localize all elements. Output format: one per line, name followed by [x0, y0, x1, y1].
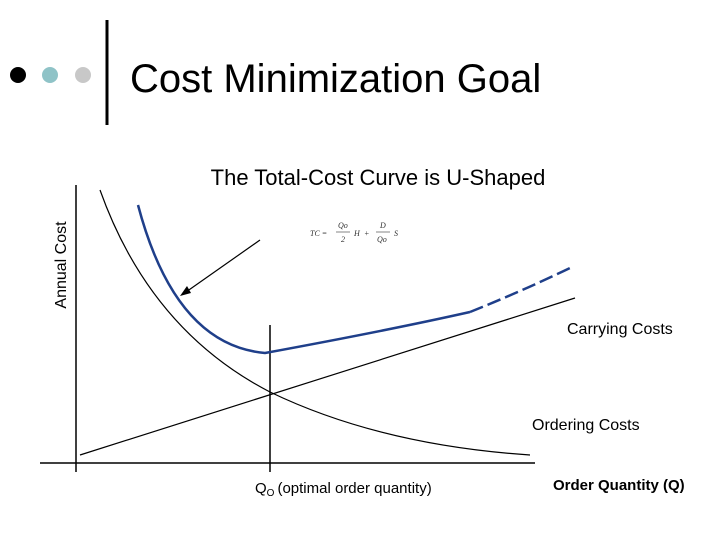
formula-text: Qo	[338, 221, 348, 230]
ordering-curve	[99, 189, 531, 456]
arrow-head	[180, 286, 191, 296]
x-axis-label: Order Quantity (Q)	[553, 477, 685, 494]
subtitle: The Total-Cost Curve is U-Shaped	[211, 165, 546, 190]
formula-text: 2	[341, 235, 345, 244]
total-cost-extension	[469, 266, 571, 314]
formula-text: D	[379, 221, 386, 230]
carrying-label: Carrying Costs	[567, 321, 673, 338]
optimal-label: QO (optimal order quantity)	[255, 480, 432, 499]
formula-text: S	[394, 229, 398, 238]
carrying-line	[79, 297, 576, 456]
optimal-subscript: O	[267, 488, 275, 499]
arrow-line	[185, 239, 261, 293]
formula-text: H	[353, 229, 361, 238]
y-axis-label: Annual Cost	[53, 221, 70, 309]
bullet-dot	[10, 67, 26, 83]
title: Cost Minimization Goal	[130, 57, 541, 101]
formula: TC = Qo 2 H + D Qo S	[310, 221, 398, 244]
ordering-label: Ordering Costs	[532, 417, 640, 434]
formula-text: Qo	[377, 235, 387, 244]
bullet-dot	[42, 67, 58, 83]
bullet-dot	[75, 67, 91, 83]
formula-text: TC =	[310, 229, 327, 238]
total-cost-curve	[136, 204, 471, 355]
formula-text: +	[364, 229, 369, 238]
optimal-text: (optimal order quantity)	[277, 480, 431, 497]
optimal-symbol: Q	[255, 480, 267, 497]
